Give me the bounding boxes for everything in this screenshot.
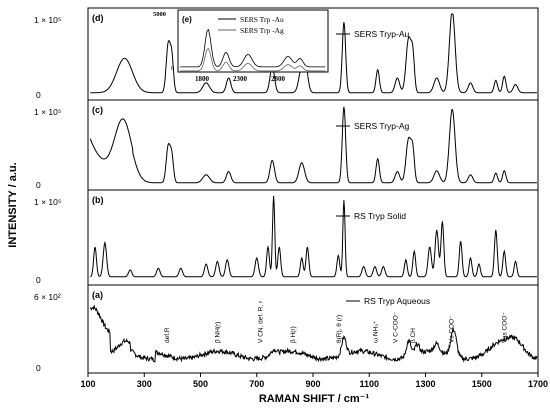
inset-spectrum-line	[180, 28, 326, 68]
panel-ymax-label: 1 × 10⁵	[34, 15, 61, 25]
inset-spectrum-line	[180, 47, 326, 72]
panel-letter: (d)	[92, 13, 104, 23]
panel-letter: (c)	[92, 105, 103, 115]
panel-zero-label: 0	[36, 90, 41, 100]
x-tick-label: 300	[137, 379, 152, 389]
spectrum-line	[89, 106, 537, 184]
x-axis-title: RAMAN SHIFT / cm⁻¹	[259, 393, 370, 405]
x-tick-label: 1100	[359, 379, 379, 389]
x-axis: 100 300 500 700 900 1100 1300 1500 1700	[80, 373, 548, 389]
band-annotation: V CN, def. R, r	[257, 300, 264, 343]
band-annotation: ω NH₃⁺	[373, 321, 380, 343]
x-tick-label: 1300	[415, 379, 435, 389]
x-tick-label: 100	[80, 379, 95, 389]
inset-legend-label: SERS Trp -Ag	[240, 26, 284, 35]
band-annotation: θ(R), θ (r)	[336, 315, 343, 343]
panels-group: 1 × 10⁵ 0 (d) SERS Tryp-Au 5000 0 (e) SERS Trp …	[34, 7, 539, 374]
x-tick-label: 500	[193, 379, 208, 389]
band-annotation: β CH	[410, 328, 417, 343]
inset-tick-label: 2300	[233, 75, 248, 83]
panel-zero-label: 0	[36, 180, 41, 190]
panel-ymax-label: 1 × 10⁵	[34, 107, 61, 117]
panel-frame	[87, 99, 539, 191]
spectrum-line	[90, 195, 537, 278]
panel-ymax-label: 1 × 10⁵	[34, 197, 61, 207]
band-annotation: V C-COO⁻	[392, 312, 399, 343]
legend-label: SERS Tryp-Ag	[354, 121, 410, 131]
band-annotation: def.R	[164, 327, 171, 343]
legend-label: RS Tryp Aqueous	[364, 296, 430, 306]
legend-label: SERS Tryp-Au	[354, 29, 410, 39]
inset-legend-label: SERS Trp -Au	[240, 15, 284, 24]
inset-ymax-label: 5000	[153, 11, 166, 18]
band-annotation: β NH(r)	[215, 322, 222, 343]
inset-letter: (e)	[182, 15, 192, 24]
band-annotation: Vs COO⁻	[449, 315, 456, 343]
band-annotation: Vas COO⁻	[502, 312, 509, 343]
y-axis-title: INTENSITY / a.u.	[7, 162, 19, 247]
panel-letter: (a)	[92, 290, 103, 300]
inset-tick-label: 1800	[195, 75, 210, 83]
x-tick-label: 700	[249, 379, 264, 389]
panel-letter: (b)	[92, 195, 104, 205]
spectrum-line	[89, 304, 538, 363]
panel-ymax-label: 6 × 10²	[34, 292, 61, 302]
spectrum-line	[90, 13, 537, 94]
panel-zero-label: 0	[36, 275, 41, 285]
x-tick-label: 900	[305, 379, 320, 389]
x-tick-label: 1700	[528, 379, 548, 389]
band-annotation: β H(r)	[290, 326, 297, 343]
inset-zero-label: 0	[171, 65, 174, 72]
panel-zero-label: 0	[36, 363, 41, 373]
inset-tick-label: 2800	[271, 75, 286, 83]
panel-frame	[87, 189, 539, 286]
legend-label: RS Tryp Solid	[354, 211, 406, 221]
x-tick-label: 1500	[472, 379, 492, 389]
